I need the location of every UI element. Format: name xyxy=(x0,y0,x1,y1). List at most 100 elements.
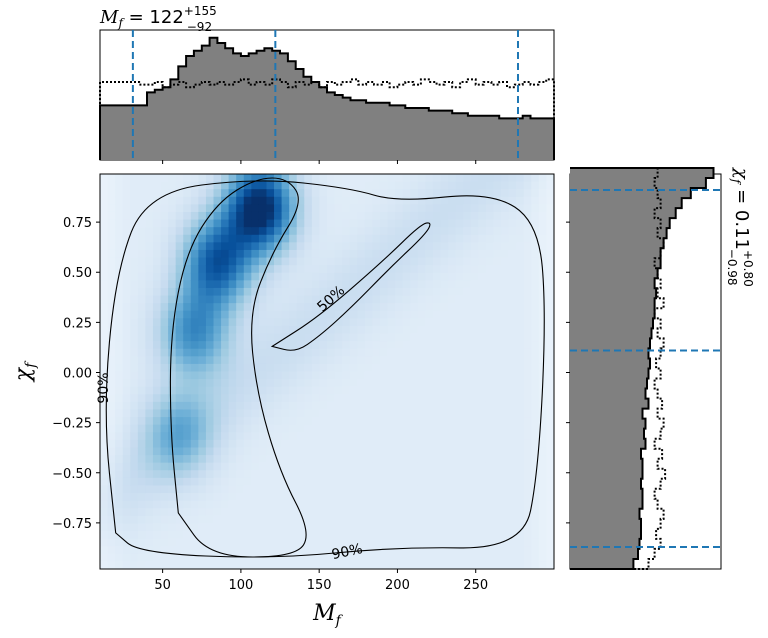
heat-cell xyxy=(304,196,313,205)
heat-cell xyxy=(160,523,169,532)
heat-cell xyxy=(160,196,169,205)
heat-cell xyxy=(493,318,502,327)
heat-cell xyxy=(493,174,502,183)
heat-cell xyxy=(160,470,169,479)
heat-cell xyxy=(455,508,464,517)
heat-cell xyxy=(432,417,442,426)
heat-cell xyxy=(258,485,268,494)
heat-cell xyxy=(130,227,139,236)
heat-cell xyxy=(183,280,192,289)
heat-cell xyxy=(508,325,517,335)
heat-cell xyxy=(508,538,517,547)
heat-cell xyxy=(304,523,313,532)
heat-cell xyxy=(470,318,479,327)
heat-cell xyxy=(221,242,230,251)
heat-cell xyxy=(258,439,268,449)
heat-cell xyxy=(364,325,373,335)
heat-cell xyxy=(274,356,283,365)
heat-cell xyxy=(372,310,381,319)
heat-cell xyxy=(319,462,328,471)
heat-cell xyxy=(523,341,532,350)
heat-cell xyxy=(387,523,396,532)
heat-cell xyxy=(455,538,464,547)
heat-cell xyxy=(236,477,245,487)
heat-cell xyxy=(546,348,554,357)
heat-cell xyxy=(485,553,495,563)
heat-cell xyxy=(357,424,366,433)
heat-cell xyxy=(387,447,396,456)
heat-cell xyxy=(221,356,230,365)
heat-cell xyxy=(107,211,116,221)
heat-cell xyxy=(319,432,328,441)
heat-cell xyxy=(130,265,139,274)
heat-cell xyxy=(319,227,328,236)
heat-cell xyxy=(523,181,532,190)
heat-cell xyxy=(198,189,207,198)
heat-cell xyxy=(478,348,487,357)
heat-cell xyxy=(122,439,131,449)
heat-cell xyxy=(243,189,252,198)
heat-cell xyxy=(311,439,321,449)
heat-cell xyxy=(198,477,207,487)
heat-cell xyxy=(455,265,464,274)
heat-cell xyxy=(425,211,434,221)
heat-cell xyxy=(236,386,245,395)
heat-cell xyxy=(289,485,298,494)
heat-cell xyxy=(485,257,495,266)
heat-cell xyxy=(304,204,313,213)
heat-cell xyxy=(213,219,222,228)
heat-cell xyxy=(357,280,366,289)
heat-cell xyxy=(311,265,321,274)
heat-cell xyxy=(508,333,517,342)
heat-cell xyxy=(175,363,184,373)
heat-cell xyxy=(274,447,283,456)
heat-cell xyxy=(145,196,154,205)
heat-cell xyxy=(130,493,139,502)
heat-cell xyxy=(387,546,396,555)
heat-cell xyxy=(432,515,442,525)
heat-cell xyxy=(402,379,411,388)
heat-cell xyxy=(258,432,268,441)
heat-cell xyxy=(221,265,230,274)
top-title: Mf = 122+155 −92 xyxy=(99,4,217,34)
heat-cell xyxy=(395,174,404,183)
heat-cell xyxy=(258,515,268,525)
heat-cell xyxy=(327,325,336,335)
heat-cell xyxy=(160,249,169,259)
heat-cell xyxy=(198,295,207,304)
heat-cell xyxy=(145,371,154,380)
heat-cell xyxy=(183,523,192,532)
heat-cell xyxy=(440,447,449,456)
heat-cell xyxy=(243,508,252,517)
heat-cell xyxy=(516,455,525,464)
heat-cell xyxy=(145,249,154,259)
heat-cell xyxy=(448,280,457,289)
heat-cell xyxy=(145,493,154,502)
heat-cell xyxy=(213,242,222,251)
heat-cell xyxy=(485,500,495,509)
heat-cell xyxy=(538,242,548,251)
heat-cell xyxy=(198,386,207,395)
heat-cell xyxy=(357,439,366,449)
heat-cell xyxy=(432,462,442,471)
heat-cell xyxy=(425,341,434,350)
heat-cell xyxy=(387,538,396,547)
heat-cell xyxy=(311,409,321,418)
heat-cell xyxy=(485,523,495,532)
heat-cell xyxy=(455,447,464,456)
heat-cell xyxy=(152,181,162,190)
heat-cell xyxy=(538,553,548,563)
heat-cell xyxy=(538,189,548,198)
heat-cell xyxy=(304,341,313,350)
heat-cell xyxy=(364,341,373,350)
heat-cell xyxy=(205,242,215,251)
heat-cell xyxy=(183,265,192,274)
heat-cell xyxy=(342,341,351,350)
heat-cell xyxy=(175,341,184,350)
heat-cell xyxy=(387,227,396,236)
heat-cell xyxy=(402,386,411,395)
heat-cell xyxy=(440,310,449,319)
heat-cell xyxy=(319,493,328,502)
heat-cell xyxy=(379,196,389,205)
heat-cell xyxy=(213,295,222,304)
